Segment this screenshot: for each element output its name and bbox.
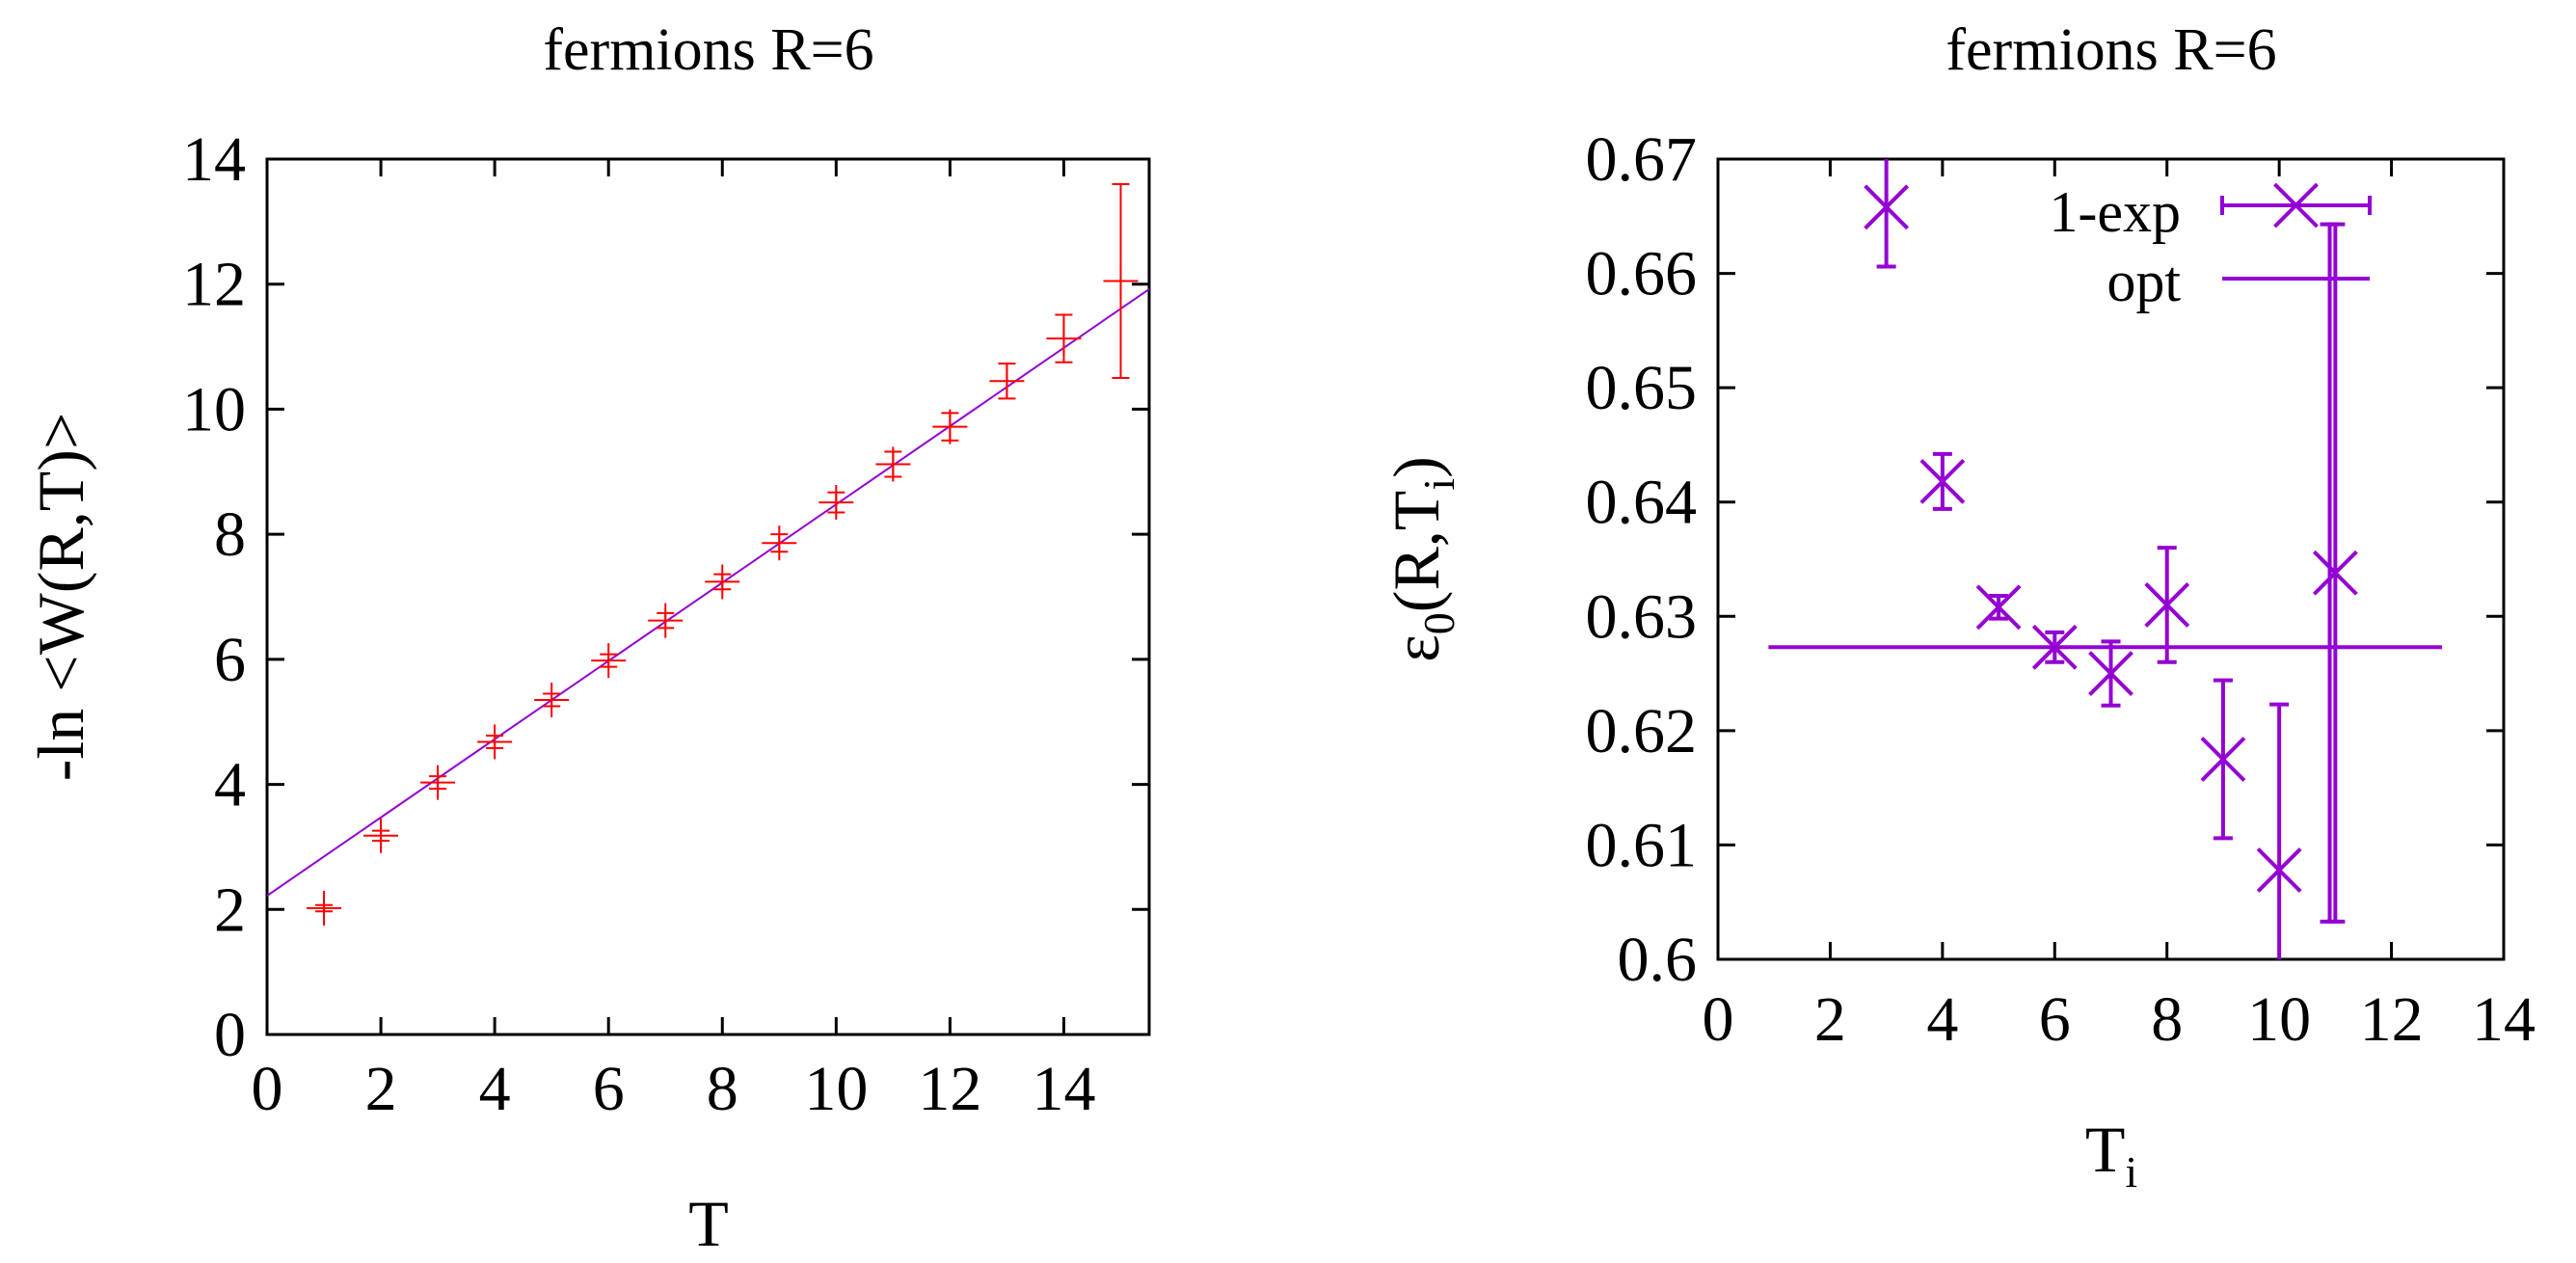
right-xtick-label: 2 bbox=[1814, 984, 1846, 1055]
left-ytick-label: 2 bbox=[214, 874, 246, 945]
right-data-point bbox=[1975, 584, 2022, 631]
right-ytick-label: 0.64 bbox=[1586, 468, 1698, 538]
right-data-point bbox=[2088, 639, 2133, 708]
legend-swatch-1exp bbox=[2220, 182, 2372, 228]
right-xtick-label: 12 bbox=[2360, 984, 2424, 1055]
left-data-point bbox=[762, 525, 797, 561]
right-xtick-label: 10 bbox=[2247, 984, 2311, 1055]
left-ytick-label: 4 bbox=[214, 750, 246, 820]
left-data-point bbox=[932, 409, 968, 444]
left-xtick-label: 12 bbox=[918, 1054, 981, 1124]
left-xtick-label: 10 bbox=[804, 1054, 868, 1124]
left-data-point bbox=[1103, 182, 1139, 379]
right-ytick-label: 0.61 bbox=[1586, 810, 1698, 880]
left-title: fermions R=6 bbox=[543, 17, 873, 83]
left-data-point bbox=[420, 765, 456, 800]
right-data-points bbox=[1864, 159, 2358, 959]
right-xtick-label: 14 bbox=[2472, 984, 2536, 1055]
left-xtick-label: 2 bbox=[365, 1054, 397, 1124]
left-xtick-label: 4 bbox=[479, 1054, 511, 1124]
right-data-point bbox=[2144, 546, 2190, 664]
right-data-point bbox=[2312, 222, 2358, 924]
right-xlabel-main: T bbox=[2085, 1113, 2126, 1186]
left-data-point bbox=[989, 363, 1025, 400]
left-data-point bbox=[477, 724, 513, 760]
left-ytick-label: 10 bbox=[182, 374, 246, 444]
right-xtick-label: 6 bbox=[2039, 984, 2071, 1055]
left-plot-frame bbox=[265, 157, 1151, 1036]
legend-label-opt: opt bbox=[2106, 250, 2181, 313]
left-axes-ticks: 0 2 4 6 8 10 12 14 0 2 4 6 8 10 12 14 bbox=[182, 124, 1149, 1124]
right-ytick-label: 0.66 bbox=[1586, 239, 1698, 309]
right-panel: fermions R=6 0 2 4 6 8 10 12 140.60.610.620.630… bbox=[1380, 17, 2536, 1196]
left-data-point bbox=[591, 643, 627, 679]
left-xtick-label: 0 bbox=[252, 1054, 283, 1124]
right-plot-frame bbox=[1716, 157, 2506, 961]
right-ytick-label: 0.67 bbox=[1586, 124, 1698, 195]
left-ytick-label: 6 bbox=[214, 625, 246, 695]
right-ytick-label: 0.62 bbox=[1586, 696, 1698, 766]
right-xlabel-sub: i bbox=[2125, 1147, 2137, 1196]
legend-label-1exp: 1-exp bbox=[2049, 180, 2181, 244]
right-data-point bbox=[2256, 702, 2302, 959]
left-data-point bbox=[648, 603, 684, 638]
left-xtick-label: 6 bbox=[593, 1054, 625, 1124]
legend: 1-exp opt bbox=[2049, 180, 2372, 313]
left-data-point bbox=[534, 683, 570, 718]
left-data-point bbox=[875, 446, 911, 482]
right-xlabel: Ti bbox=[2085, 1113, 2137, 1196]
right-data-point bbox=[1919, 451, 1966, 511]
right-title: fermions R=6 bbox=[1945, 17, 2276, 83]
left-xtick-label: 8 bbox=[707, 1054, 738, 1124]
left-data-point bbox=[307, 890, 342, 926]
left-data-point bbox=[705, 564, 740, 600]
left-data-point bbox=[363, 818, 399, 853]
right-data-point bbox=[1864, 159, 1910, 269]
left-xlabel: T bbox=[688, 1187, 729, 1260]
right-ytick-label: 0.65 bbox=[1586, 353, 1698, 423]
left-xtick-label: 14 bbox=[1032, 1054, 1095, 1124]
left-ytick-label: 0 bbox=[214, 1000, 246, 1070]
right-ytick-label: 0.63 bbox=[1586, 581, 1698, 652]
right-ytick-label: 0.6 bbox=[1618, 925, 1698, 995]
left-ytick-label: 12 bbox=[182, 250, 246, 320]
left-ylabel: -ln <W(R,T)> bbox=[24, 413, 97, 782]
right-opt-series bbox=[1768, 222, 2442, 924]
right-data-point bbox=[2200, 678, 2246, 841]
left-data-point bbox=[818, 485, 854, 521]
right-data-point bbox=[2031, 624, 2078, 670]
left-data-points bbox=[307, 182, 1139, 926]
right-xtick-label: 0 bbox=[1703, 984, 1734, 1055]
right-axes-ticks: 0 2 4 6 8 10 12 14 0.6 0.61 0.62 0.63 0.64 0.65 0.66 0.… bbox=[1586, 124, 2536, 1055]
left-fit-line bbox=[266, 288, 1150, 897]
right-xtick-label: 8 bbox=[2151, 984, 2183, 1055]
left-ytick-label: 8 bbox=[214, 499, 246, 570]
left-data-point bbox=[1046, 313, 1082, 363]
right-ylabel: ε0(R,Ti) bbox=[1380, 456, 1463, 662]
left-panel: fermions R=6 0 2 4 6 8 10 12 14 0 2 4 6 8 10 12 14 T -l… bbox=[24, 17, 1151, 1260]
right-xtick-label: 4 bbox=[1926, 984, 1958, 1055]
left-fit-line-group bbox=[266, 288, 1150, 897]
left-ytick-label: 14 bbox=[182, 124, 246, 195]
